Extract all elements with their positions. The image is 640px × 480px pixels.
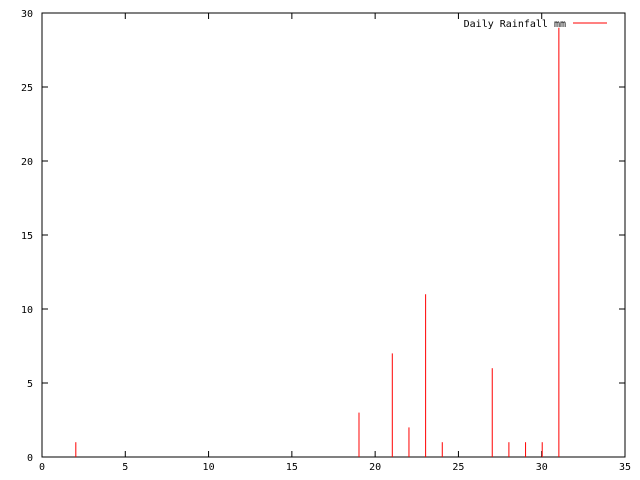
x-tick-label: 35 <box>619 462 631 473</box>
plot-frame <box>41 12 626 458</box>
x-tick-label: 5 <box>122 462 128 473</box>
x-tick-label: 0 <box>39 462 45 473</box>
x-tick-label: 10 <box>203 462 215 473</box>
axis-ticks: 0 5 10 15 20 25 30 35 0 5 10 15 20 25 30 <box>21 9 631 473</box>
y-tick-label: 10 <box>21 305 33 316</box>
y-tick-label: 0 <box>27 453 33 464</box>
y-tick-label: 25 <box>21 83 33 94</box>
x-tick-label: 15 <box>286 462 298 473</box>
x-tick-label: 20 <box>369 462 381 473</box>
x-tick-label: 25 <box>452 462 464 473</box>
y-tick-label: 15 <box>21 231 33 242</box>
y-tick-label: 30 <box>21 9 33 20</box>
legend: Daily Rainfall mm <box>464 19 607 30</box>
x-tick-label: 30 <box>536 462 548 473</box>
y-tick-label: 5 <box>27 379 33 390</box>
legend-label: Daily Rainfall mm <box>464 19 566 30</box>
y-tick-label: 20 <box>21 157 33 168</box>
bars <box>75 27 560 457</box>
